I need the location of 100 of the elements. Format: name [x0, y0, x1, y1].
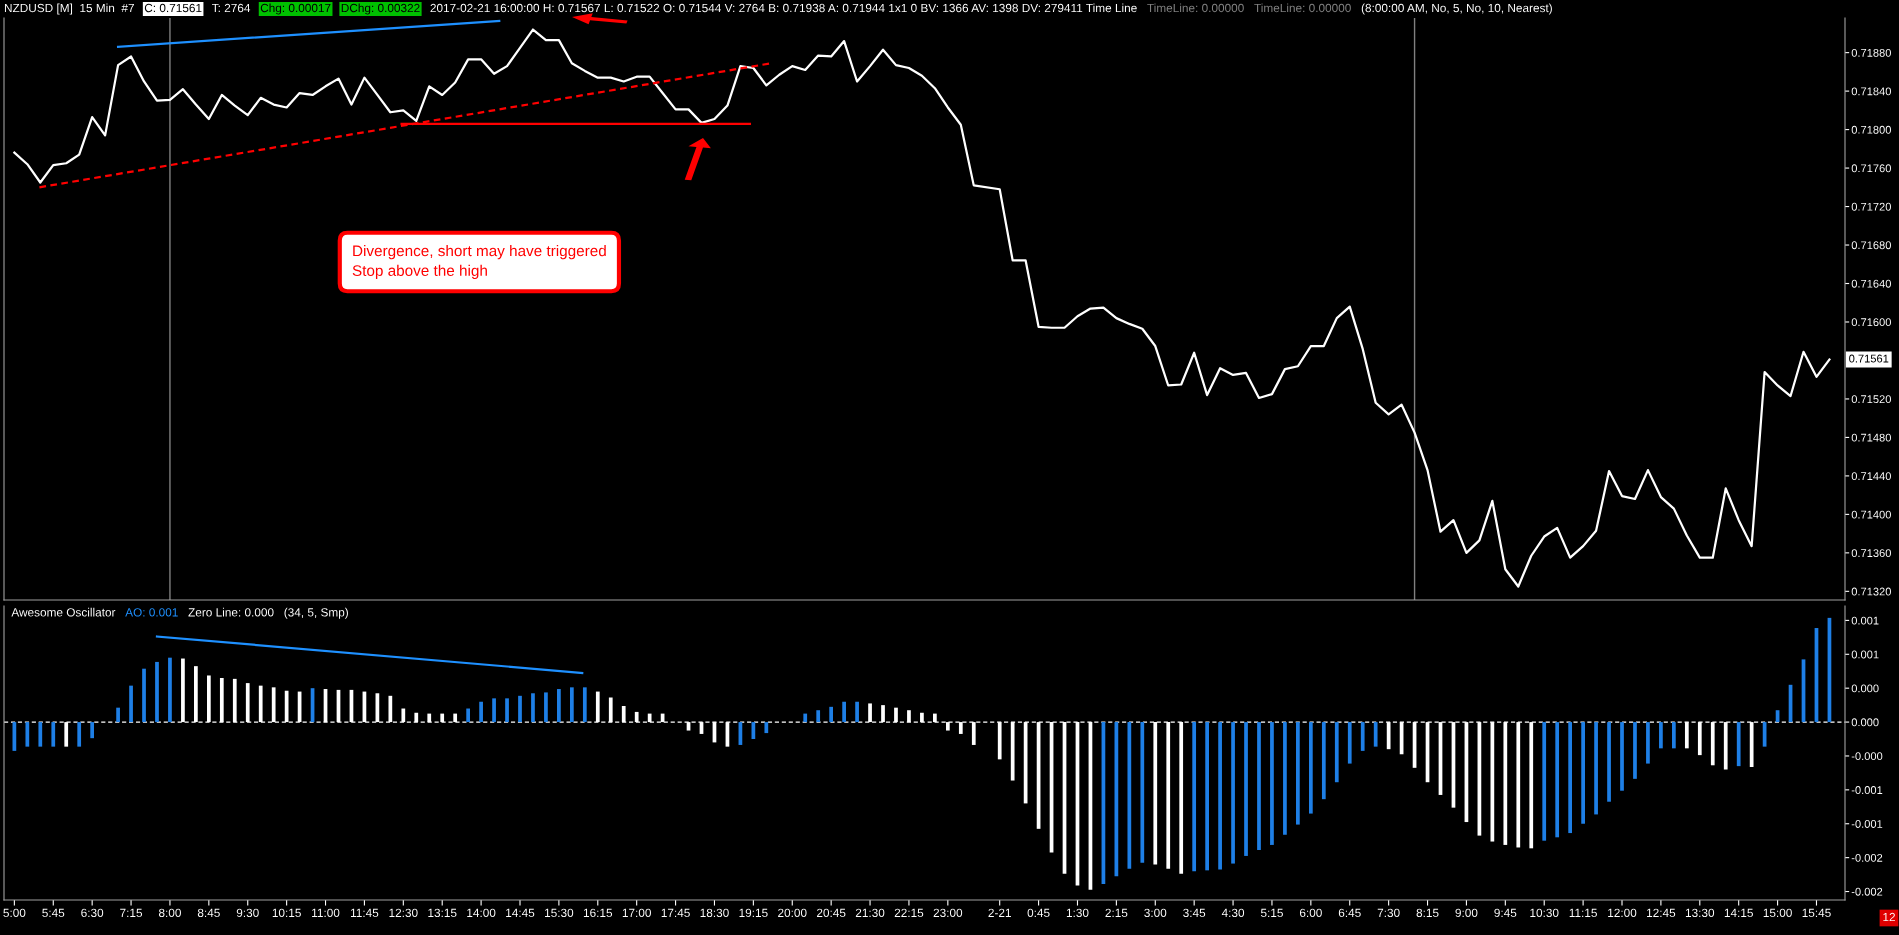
- x-tick-label: 22:15: [894, 908, 924, 917]
- text: TimeLine: 0.00000: [1147, 3, 1244, 13]
- bar: [505, 698, 509, 723]
- bar: [116, 707, 120, 723]
- text: NZDUSD [M] 15 Min #7: [4, 3, 134, 15]
- bar: [1736, 722, 1741, 767]
- bar: [751, 722, 756, 740]
- bar: [557, 689, 561, 723]
- bar: [1659, 722, 1663, 749]
- bar: [842, 701, 846, 723]
- x-tick-label: 3:00: [1144, 908, 1167, 917]
- x-tick-label: 17:00: [622, 908, 651, 917]
- x-tick-label: 1:30: [1066, 908, 1089, 917]
- x-tick-label: 0:45: [1027, 908, 1050, 917]
- annotation: Awesome Oscillator: [11, 607, 116, 617]
- annotation: Zero Line: 0.000: [188, 607, 274, 617]
- bar: [1607, 722, 1611, 802]
- x-tick-label: 11:45: [350, 908, 379, 917]
- text: Chg: 0.00017: [260, 3, 331, 15]
- y-tick-label: -0.001: [1851, 786, 1883, 794]
- bar: [1321, 722, 1326, 800]
- text: TimeLine: 0.00000: [1254, 3, 1351, 13]
- bar: [544, 692, 548, 723]
- y-tick-label: 0.71760: [1851, 164, 1891, 173]
- text: (8:00:00 AM, No, 5, No, 10, Nearest): [1361, 3, 1552, 15]
- bar: [1360, 722, 1365, 751]
- y-tick-label: 0.71520: [1851, 395, 1891, 404]
- bar: [1568, 722, 1573, 834]
- bar: [1270, 722, 1274, 845]
- x-tick-label: 23:00: [933, 908, 963, 917]
- y-tick-label: 0.000: [1851, 684, 1879, 693]
- x-tick-label: 6:30: [81, 908, 104, 917]
- bar: [1672, 722, 1676, 749]
- x-tick-label: 13:30: [1685, 908, 1715, 917]
- x-tick-label: 14:45: [506, 908, 535, 917]
- bar: [90, 722, 95, 739]
- bar: [1334, 722, 1339, 783]
- line-series: [13, 28, 1831, 588]
- bar: [1205, 722, 1209, 871]
- annotation: (34, 5, Smp): [284, 607, 348, 619]
- x-tick-label: 15:45: [1802, 908, 1831, 917]
- x-tick-label: 15:00: [1763, 908, 1792, 917]
- x-tick-label: 20:00: [778, 908, 807, 917]
- y-tick-label: 0.71680: [1851, 241, 1891, 250]
- annotation: AO: 0.001: [125, 608, 178, 617]
- bar: [155, 661, 159, 723]
- y-tick-label: -0.002: [1851, 853, 1883, 862]
- bar: [816, 710, 821, 723]
- y-tick-label: 0.71800: [1851, 125, 1891, 134]
- bar: [582, 687, 587, 723]
- x-tick-label: 9:30: [236, 908, 259, 917]
- bar: [1581, 722, 1585, 824]
- x-tick-label: 7:15: [120, 908, 143, 917]
- bar: [492, 698, 496, 723]
- x-tick-label: 19:15: [739, 908, 768, 917]
- x-tick-label: 20:45: [816, 908, 846, 917]
- x-tick-label: 7:30: [1377, 908, 1400, 917]
- y-tick-label: 0.71600: [1851, 318, 1891, 327]
- x-tick-label: 8:00: [158, 908, 181, 917]
- x-tick-label: 10:30: [1530, 908, 1559, 917]
- bar: [829, 706, 834, 723]
- x-tick-label: 11:15: [1569, 908, 1597, 917]
- text: 2017-02-21 16:00:00 H: 0.71567 L: 0.71522 O: 0.71544 V: 2764 B: 0.71938 A: 0.71944 1x1 0 BV: 1366 AV: 1398 DV: 279411 Time Line: [430, 3, 1137, 13]
- bar: [38, 722, 43, 747]
- bar: [1308, 722, 1313, 814]
- bar: [1555, 722, 1560, 838]
- bar: [1542, 722, 1547, 841]
- x-tick-label: 6:45: [1338, 908, 1361, 917]
- bar: [1296, 722, 1300, 825]
- bar: [764, 722, 769, 734]
- x-tick-label: 16:15: [583, 908, 613, 917]
- x-tick-label: 9:45: [1494, 908, 1517, 917]
- x-tick-label: 9:00: [1455, 908, 1478, 917]
- y-tick-label: -0.002: [1851, 887, 1883, 896]
- bar: [569, 687, 574, 723]
- bar: [77, 722, 82, 747]
- y-tick-label: 0.71360: [1851, 549, 1891, 557]
- x-tick-label: 21:30: [855, 908, 885, 917]
- bar: [1620, 722, 1624, 791]
- x-tick-label: 14:15: [1724, 908, 1753, 917]
- x-tick-label: 5:15: [1260, 908, 1283, 917]
- x-tick-label: 12:00: [1608, 908, 1637, 917]
- y-tick-label: 0.001: [1851, 616, 1879, 625]
- bar: [1127, 722, 1132, 869]
- x-tick-label: 5:00: [3, 908, 26, 917]
- x-tick-label: 12:45: [1647, 908, 1676, 917]
- x-tick-label: 14:00: [467, 908, 496, 917]
- bar: [129, 685, 133, 723]
- bar: [142, 668, 146, 723]
- text: DChg: 0.00322: [341, 3, 420, 15]
- y-tick-label: 0.71720: [1851, 202, 1891, 211]
- x-tick-label: 2-21: [988, 908, 1011, 917]
- bar: [1594, 722, 1598, 815]
- y-tick-label: -0.001: [1851, 820, 1883, 828]
- bar: [855, 701, 859, 723]
- bar: [51, 722, 56, 747]
- text: T: 2764: [212, 3, 251, 13]
- y-tick-label: 0.71840: [1851, 87, 1891, 96]
- text: 12: [1883, 912, 1895, 922]
- text: C: 0.71561: [144, 3, 202, 13]
